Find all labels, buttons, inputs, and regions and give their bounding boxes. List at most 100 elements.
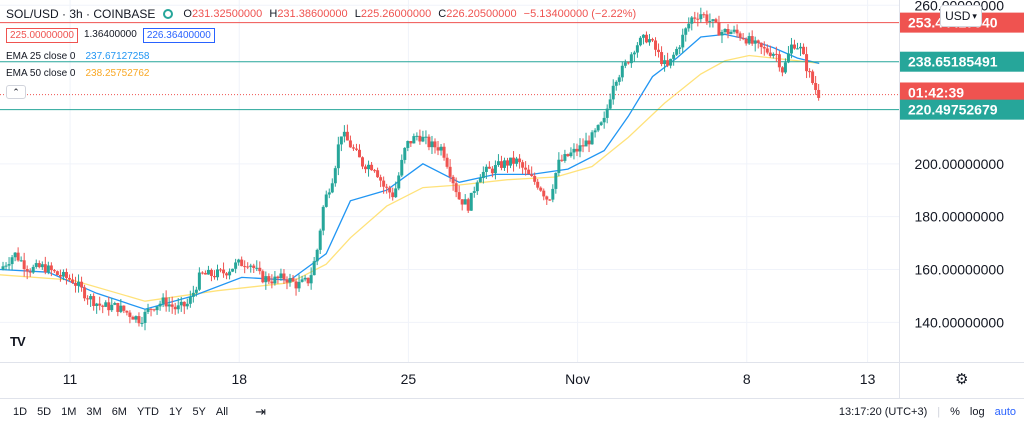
y-tick-label: 200.00000000	[914, 156, 1004, 172]
range-3m[interactable]: 3M	[86, 406, 102, 418]
candle-body	[575, 148, 579, 152]
price-chart[interactable]: 140.00000000 160.00000000 180.00000000 200.…	[0, 0, 1024, 398]
range-buttons: 1D 5D 1M 3M 6M YTD 1Y 5Y All	[8, 406, 233, 418]
candle-body	[13, 252, 17, 258]
candle	[34, 259, 38, 269]
candle-body	[324, 194, 328, 207]
candle-body	[327, 192, 331, 195]
candle-body	[125, 310, 129, 313]
candle	[433, 138, 437, 154]
candle-body	[711, 19, 715, 21]
range-5y[interactable]: 5Y	[192, 406, 206, 418]
candle-body	[569, 152, 573, 157]
candle-body	[581, 145, 585, 147]
candle	[759, 42, 763, 55]
candle	[83, 284, 87, 302]
candle-body	[225, 273, 229, 276]
candle	[80, 276, 84, 292]
candle	[623, 59, 627, 69]
candle	[13, 252, 17, 262]
candle	[442, 143, 446, 161]
candle-body	[563, 154, 567, 161]
candle	[22, 252, 26, 277]
candle	[614, 80, 618, 91]
log-toggle[interactable]: log	[969, 406, 985, 418]
candle	[735, 24, 739, 38]
candle	[512, 151, 516, 172]
buy-button[interactable]: 226.36400000	[142, 27, 215, 43]
candle-body	[590, 132, 594, 145]
chevron-down-icon: ▾	[972, 10, 977, 21]
range-1y[interactable]: 1Y	[168, 406, 183, 418]
symbol-row: SOL/USD · 3h · COINBASE O231.32500000 H2…	[6, 5, 640, 23]
range-ytd[interactable]: YTD	[136, 406, 159, 418]
candle	[58, 269, 62, 282]
auto-toggle[interactable]: auto	[994, 406, 1016, 418]
candle	[605, 104, 609, 124]
collapse-legend-button[interactable]: ⌃	[6, 85, 26, 99]
candle	[493, 160, 497, 180]
candle-body	[55, 271, 59, 275]
candle	[200, 271, 204, 275]
range-5d[interactable]: 5D	[37, 406, 52, 418]
ema25-legend[interactable]: EMA 25 close 0 237.67127258	[6, 48, 640, 65]
candle-body	[249, 265, 253, 267]
candle	[765, 44, 769, 55]
clock-time[interactable]: 13:17:20 (UTC+3)	[838, 406, 928, 418]
range-all[interactable]: All	[215, 406, 229, 418]
candle	[225, 272, 229, 280]
candle-body	[342, 131, 346, 137]
candle-body	[527, 169, 531, 175]
candle	[321, 205, 325, 236]
candle	[394, 181, 398, 198]
candle-body	[104, 302, 108, 307]
candle-body	[442, 146, 446, 158]
candle-body	[817, 89, 821, 98]
candle	[191, 285, 195, 303]
chart-grid	[0, 0, 899, 362]
candle-body	[638, 37, 642, 46]
market-status-icon[interactable]	[163, 9, 174, 19]
symbol-title[interactable]: SOL/USD · 3h · COINBASE	[6, 7, 156, 21]
candle-body	[95, 303, 99, 306]
candle-body	[43, 264, 47, 273]
candle-body	[660, 52, 664, 65]
candle	[406, 140, 410, 152]
currency-button[interactable]: USD ▾	[940, 5, 982, 27]
candle-body	[681, 34, 685, 48]
candle	[502, 157, 506, 171]
candle	[484, 164, 488, 179]
candle-body	[46, 265, 50, 273]
candle	[726, 24, 730, 39]
candle-body	[593, 130, 597, 133]
percent-toggle[interactable]: %	[950, 406, 960, 418]
range-1m[interactable]: 1M	[61, 406, 77, 418]
candle-body	[741, 37, 745, 40]
candle-body	[191, 292, 195, 297]
gear-icon[interactable]: ⚙	[955, 371, 969, 388]
candle	[43, 256, 47, 275]
candle	[714, 17, 718, 24]
candle-body	[469, 192, 473, 211]
candle-body	[288, 278, 292, 283]
candle	[391, 187, 395, 201]
candle	[509, 157, 513, 169]
candle	[515, 156, 519, 167]
candle-body	[705, 14, 709, 22]
tradingview-logo[interactable]: TV	[10, 334, 26, 349]
candle	[750, 30, 754, 46]
range-1d[interactable]: 1D	[13, 406, 28, 418]
candle	[747, 32, 751, 45]
price-tag-label: 01:42:39	[908, 84, 964, 100]
candle	[125, 310, 129, 316]
candle-body	[796, 48, 799, 50]
range-6m[interactable]: 6M	[111, 406, 127, 418]
price-tag: 220.49752679	[900, 99, 1024, 120]
go-to-date-icon[interactable]: ⇥	[255, 404, 267, 419]
candle	[744, 37, 748, 46]
ema50-legend[interactable]: EMA 50 close 0 238.25752762	[6, 65, 640, 82]
sell-button[interactable]: 225.00000000	[6, 27, 78, 43]
candle	[572, 143, 576, 160]
candle-body	[735, 29, 739, 34]
candle	[654, 37, 658, 57]
